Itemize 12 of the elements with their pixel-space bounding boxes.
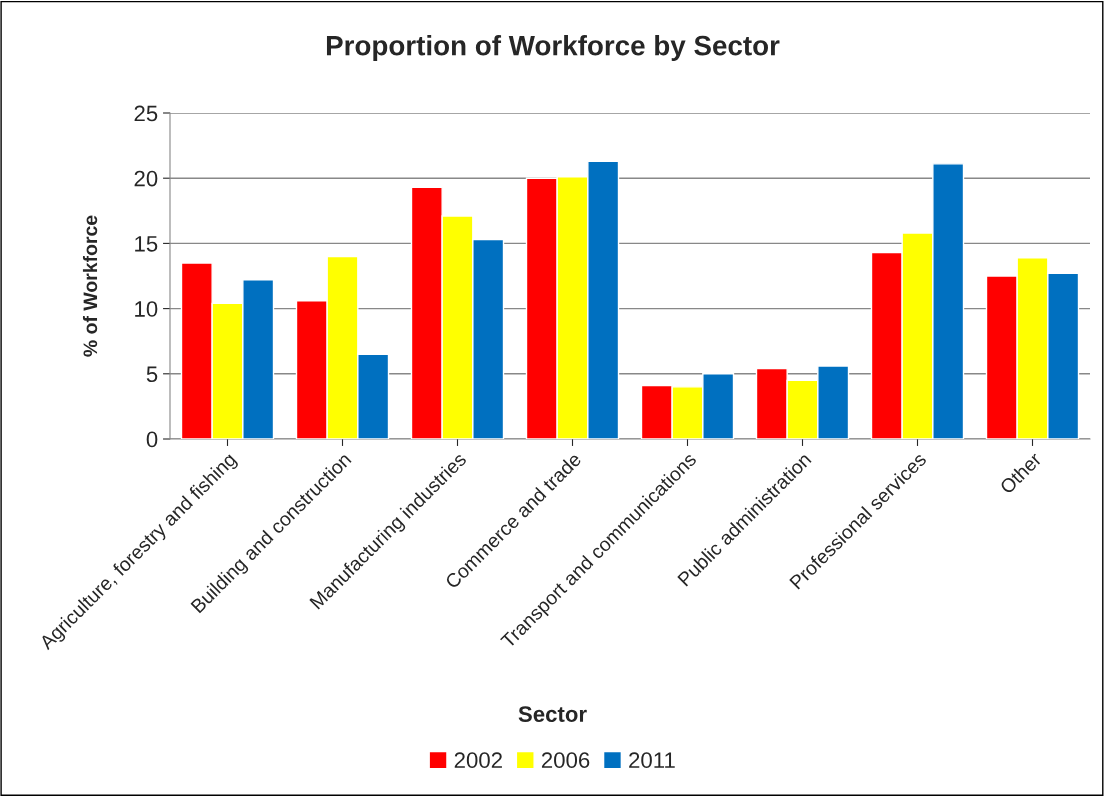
y-axis-title: % of Workforce xyxy=(82,215,98,357)
y-tick-label: 15 xyxy=(135,236,158,252)
legend-label: 2006 xyxy=(541,752,590,769)
y-tick-label: 25 xyxy=(134,105,158,122)
y-tick-label: 5 xyxy=(146,366,158,383)
y-tick-label: 20 xyxy=(134,170,158,187)
chart-title: Proportion of Workforce by Sector xyxy=(326,35,780,61)
y-tick-label: 0 xyxy=(146,431,158,448)
legend-label: 2002 xyxy=(454,752,502,769)
x-axis-title: Sector xyxy=(518,706,587,722)
legend-label: 2011 xyxy=(629,752,675,769)
y-tick-label: 10 xyxy=(135,301,158,317)
